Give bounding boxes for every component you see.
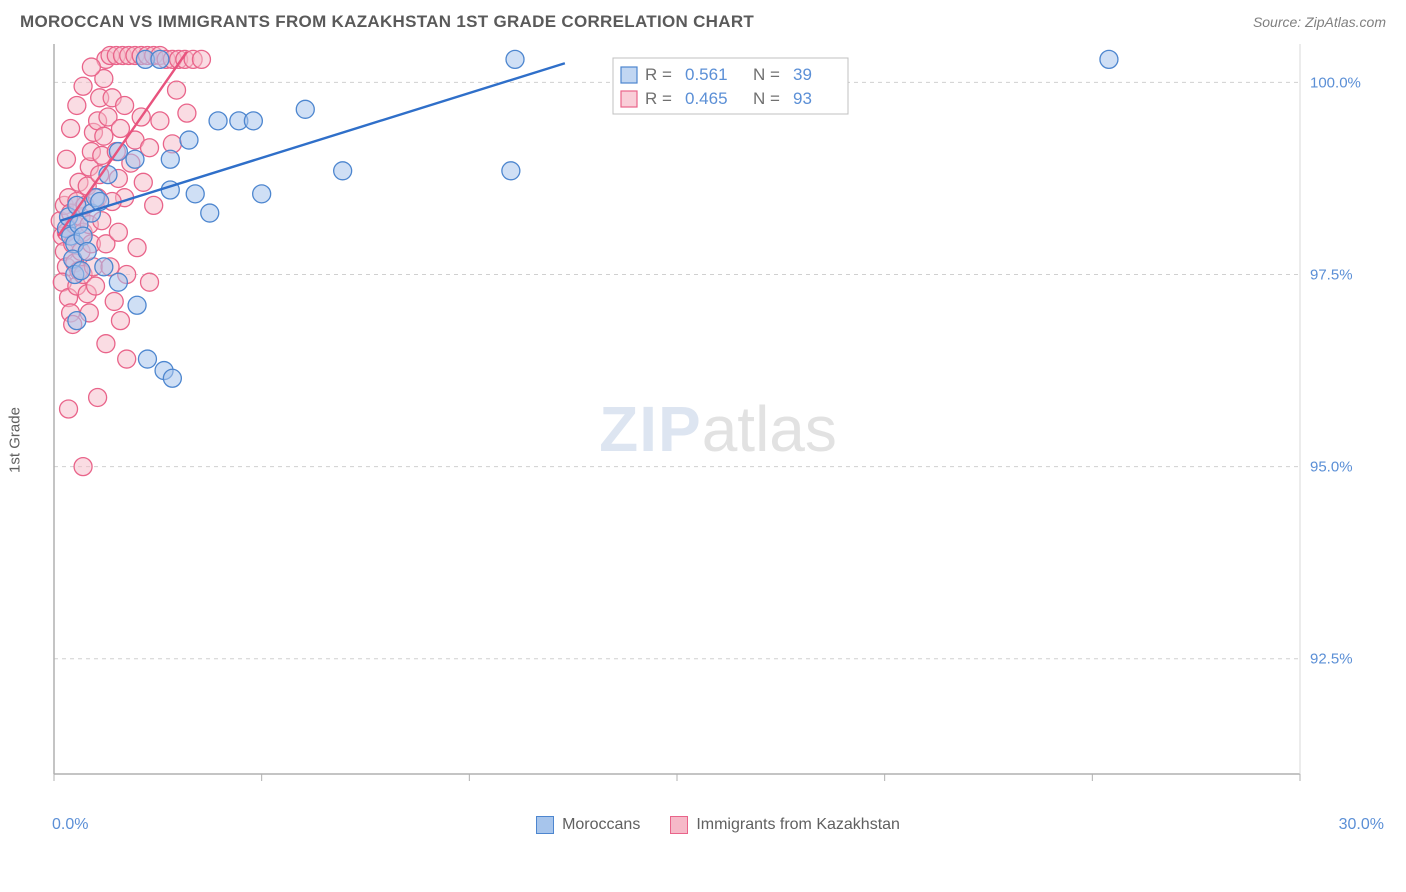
legend-item-moroccans: Moroccans — [536, 816, 640, 834]
scatter-plot: 100.0% 97.5% 95.0% 92.5% R = 0.561 N = 39 R = 0.4… — [50, 40, 1370, 810]
legend-swatch-blue — [536, 816, 554, 834]
svg-text:0.465: 0.465 — [685, 89, 728, 108]
chart-title: MOROCCAN VS IMMIGRANTS FROM KAZAKHSTAN 1… — [20, 12, 754, 32]
chart-header: MOROCCAN VS IMMIGRANTS FROM KAZAKHSTAN 1… — [0, 0, 1406, 40]
legend-item-kazakhstan: Immigrants from Kazakhstan — [670, 816, 900, 834]
legend-label-pink: Immigrants from Kazakhstan — [696, 816, 900, 834]
svg-text:39: 39 — [793, 65, 812, 84]
svg-text:92.5%: 92.5% — [1310, 651, 1353, 668]
svg-text:R =: R = — [645, 89, 672, 108]
svg-text:95.0%: 95.0% — [1310, 459, 1353, 476]
legend-label-blue: Moroccans — [562, 816, 640, 834]
chart-source: Source: ZipAtlas.com — [1253, 14, 1386, 30]
y-axis-label: 1st Grade — [7, 407, 24, 473]
svg-text:100.0%: 100.0% — [1310, 74, 1361, 91]
svg-text:N =: N = — [753, 65, 780, 84]
svg-text:N =: N = — [753, 89, 780, 108]
legend: Moroccans Immigrants from Kazakhstan — [50, 816, 1386, 834]
legend-swatch-pink — [670, 816, 688, 834]
svg-text:0.561: 0.561 — [685, 65, 728, 84]
chart-container: 1st Grade 100.0%97.5%95.0%92.5%R =0.561N… — [50, 40, 1386, 840]
svg-text:97.5%: 97.5% — [1310, 267, 1353, 284]
svg-text:93: 93 — [793, 89, 812, 108]
svg-text:R =: R = — [645, 65, 672, 84]
